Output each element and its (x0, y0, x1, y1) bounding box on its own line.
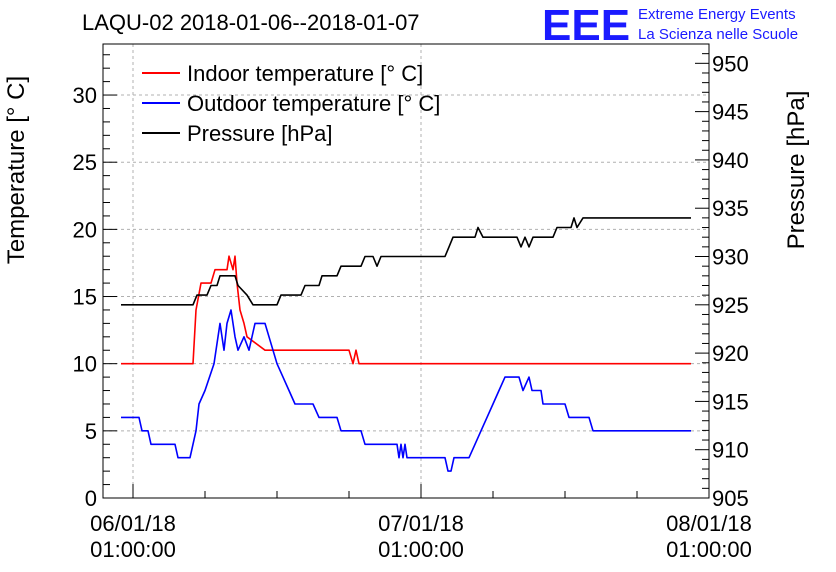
left-tick-label: 30 (73, 83, 97, 108)
right-tick-label: 905 (712, 486, 749, 511)
right-tick-label: 910 (712, 438, 749, 463)
series-line-outdoor (121, 309, 691, 472)
x-tick-label-date: 08/01/18 (666, 511, 752, 536)
series-lines (121, 217, 691, 472)
series-line-indoor (121, 255, 691, 365)
x-tick-label-time: 01:00:00 (666, 537, 752, 562)
legend: Indoor temperature [° C] Outdoor temperat… (142, 61, 440, 146)
left-axis-title: Temperature [° C] (3, 76, 30, 264)
right-tick-label: 940 (712, 148, 749, 173)
eee-logo-mark: EEE (542, 1, 630, 50)
legend-label-outdoor: Outdoor temperature [° C] (187, 91, 440, 116)
left-tick-label: 15 (73, 285, 97, 310)
right-tick-label: 915 (712, 389, 749, 414)
axes: 0 5 10 15 20 25 30 905 910 915 920 925 930 935 940 945 9… (73, 43, 752, 562)
right-tick-label: 950 (712, 51, 749, 76)
left-tick-label: 25 (73, 150, 97, 175)
left-tick-label: 10 (73, 352, 97, 377)
legend-label-pressure: Pressure [hPa] (187, 121, 333, 146)
legend-label-indoor: Indoor temperature [° C] (187, 61, 423, 86)
eee-logo: EEE Extreme Energy Events La Scienza nel… (542, 1, 798, 50)
right-tick-label: 925 (712, 293, 749, 318)
right-tick-label: 945 (712, 100, 749, 125)
x-tick-label-time: 01:00:00 (90, 537, 176, 562)
left-tick-label: 5 (85, 419, 97, 444)
right-tick-label: 920 (712, 341, 749, 366)
left-tick-label: 20 (73, 217, 97, 242)
x-tick-label-date: 06/01/18 (90, 511, 176, 536)
series-line-pressure (121, 217, 691, 306)
right-axis-title: Pressure [hPa] (783, 91, 810, 250)
chart-title: LAQU-02 2018-01-06--2018-01-07 (82, 10, 420, 35)
logo-line-1: Extreme Energy Events (638, 6, 796, 23)
logo-line-2: La Scienza nelle Scuole (638, 26, 798, 43)
x-tick-label-time: 01:00:00 (378, 537, 464, 562)
left-tick-label: 0 (85, 486, 97, 511)
right-tick-label: 930 (712, 245, 749, 270)
plot-frame (102, 43, 710, 499)
x-tick-label-date: 07/01/18 (378, 511, 464, 536)
right-tick-label: 935 (712, 196, 749, 221)
